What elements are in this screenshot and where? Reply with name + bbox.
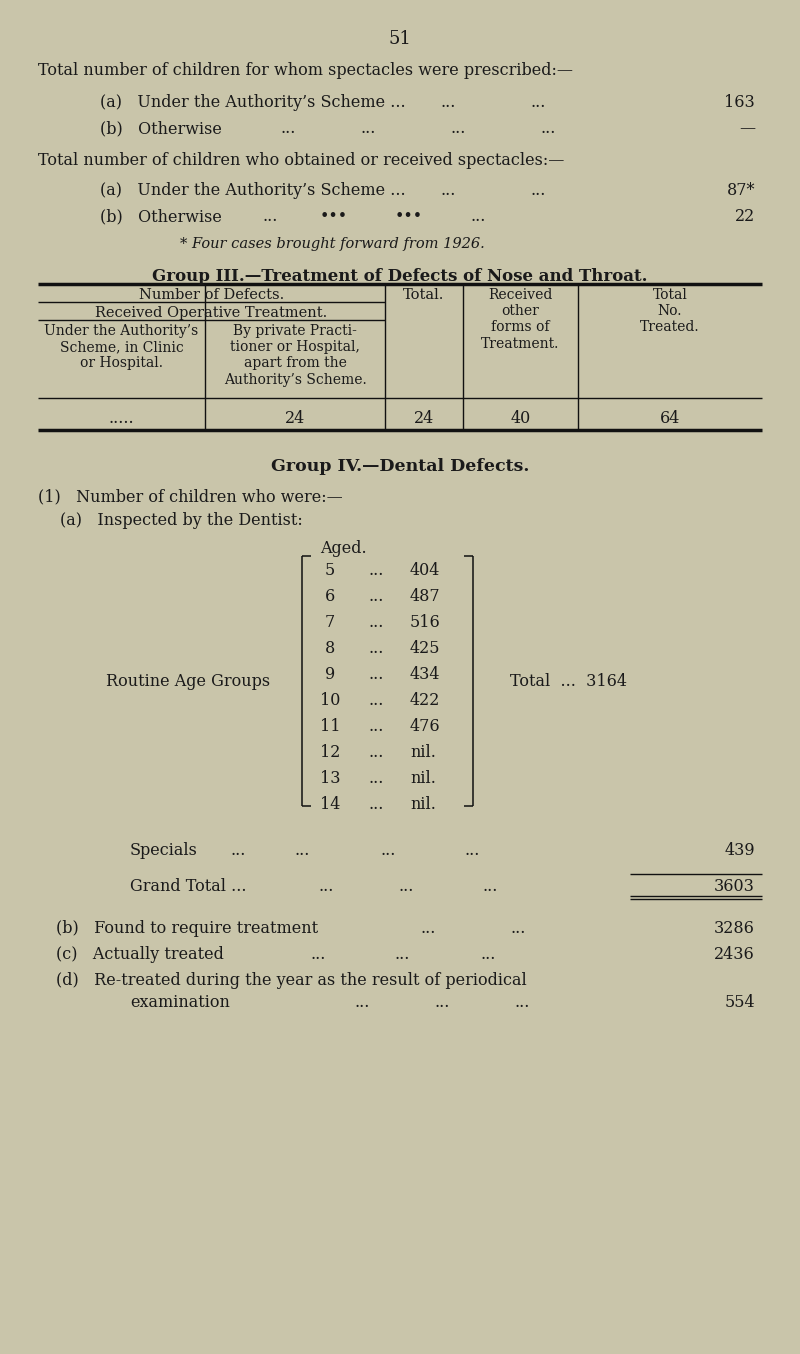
Text: 163: 163	[724, 93, 755, 111]
Text: ...: ...	[440, 181, 455, 199]
Text: •••: •••	[395, 209, 423, 225]
Text: (a)   Inspected by the Dentist:: (a) Inspected by the Dentist:	[60, 512, 302, 529]
Text: ...: ...	[368, 562, 383, 580]
Text: Under the Authority’s
Scheme, in Clinic
or Hospital.: Under the Authority’s Scheme, in Clinic …	[44, 324, 198, 371]
Text: Total number of children for whom spectacles were prescribed:—: Total number of children for whom specta…	[38, 62, 573, 79]
Text: (b)   Otherwise: (b) Otherwise	[100, 209, 222, 225]
Text: ...: ...	[360, 121, 375, 137]
Text: 11: 11	[320, 718, 340, 735]
Text: Received
other
forms of
Treatment.: Received other forms of Treatment.	[482, 288, 560, 351]
Text: * Four cases brought forward from 1926.: * Four cases brought forward from 1926.	[180, 237, 485, 250]
Text: 24: 24	[414, 410, 434, 427]
Text: ...: ...	[515, 994, 530, 1011]
Text: Grand Total ...: Grand Total ...	[130, 877, 246, 895]
Text: Received Operative Treatment.: Received Operative Treatment.	[95, 306, 328, 320]
Text: 3286: 3286	[714, 919, 755, 937]
Text: 87*: 87*	[726, 181, 755, 199]
Text: Total  ...  3164: Total ... 3164	[510, 673, 627, 689]
Text: ...: ...	[530, 93, 546, 111]
Text: ...: ...	[530, 181, 546, 199]
Text: ...: ...	[368, 770, 383, 787]
Text: 14: 14	[320, 796, 340, 812]
Text: •••: •••	[320, 209, 348, 225]
Text: Group IV.—Dental Defects.: Group IV.—Dental Defects.	[271, 458, 529, 475]
Text: nil.: nil.	[410, 796, 436, 812]
Text: Total.: Total.	[403, 288, 445, 302]
Text: 12: 12	[320, 743, 340, 761]
Text: (c)   Actually treated: (c) Actually treated	[56, 946, 224, 963]
Text: examination: examination	[130, 994, 230, 1011]
Text: ...: ...	[368, 666, 383, 682]
Text: 24: 24	[285, 410, 305, 427]
Text: ...: ...	[480, 946, 495, 963]
Text: ...: ...	[395, 946, 410, 963]
Text: ...: ...	[398, 877, 414, 895]
Text: ...: ...	[368, 796, 383, 812]
Text: ...: ...	[368, 718, 383, 735]
Text: 40: 40	[510, 410, 530, 427]
Text: ...: ...	[440, 93, 455, 111]
Text: Routine Age Groups: Routine Age Groups	[106, 673, 270, 689]
Text: (d)   Re-treated during the year as the result of periodical: (d) Re-treated during the year as the re…	[56, 972, 526, 988]
Text: By private Practi-
tioner or Hospital,
apart from the
Authority’s Scheme.: By private Practi- tioner or Hospital, a…	[224, 324, 366, 387]
Text: 5: 5	[325, 562, 335, 580]
Text: ...: ...	[318, 877, 334, 895]
Text: Total
No.
Treated.: Total No. Treated.	[640, 288, 700, 334]
Text: ...: ...	[435, 994, 450, 1011]
Text: (b)   Found to require treatment: (b) Found to require treatment	[56, 919, 318, 937]
Text: 64: 64	[660, 410, 680, 427]
Text: 516: 516	[410, 613, 441, 631]
Text: Number of Defects.: Number of Defects.	[139, 288, 284, 302]
Text: ...: ...	[295, 842, 310, 858]
Text: ...: ...	[355, 994, 370, 1011]
Text: 2436: 2436	[714, 946, 755, 963]
Text: 9: 9	[325, 666, 335, 682]
Text: 425: 425	[410, 640, 441, 657]
Text: 3603: 3603	[714, 877, 755, 895]
Text: 6: 6	[325, 588, 335, 605]
Text: 422: 422	[410, 692, 440, 709]
Text: .....: .....	[109, 410, 134, 427]
Text: nil.: nil.	[410, 770, 436, 787]
Text: 434: 434	[410, 666, 441, 682]
Text: Group III.—Treatment of Defects of Nose and Throat.: Group III.—Treatment of Defects of Nose …	[152, 268, 648, 284]
Text: ...: ...	[380, 842, 395, 858]
Text: ...: ...	[470, 209, 486, 225]
Text: ...: ...	[368, 613, 383, 631]
Text: (a)   Under the Authority’s Scheme ...: (a) Under the Authority’s Scheme ...	[100, 93, 406, 111]
Text: 439: 439	[724, 842, 755, 858]
Text: 51: 51	[389, 30, 411, 47]
Text: 487: 487	[410, 588, 441, 605]
Text: ...: ...	[230, 842, 246, 858]
Text: 404: 404	[410, 562, 440, 580]
Text: 7: 7	[325, 613, 335, 631]
Text: 8: 8	[325, 640, 335, 657]
Text: —: —	[739, 121, 755, 137]
Text: ...: ...	[262, 209, 278, 225]
Text: Total number of children who obtained or received spectacles:—: Total number of children who obtained or…	[38, 152, 564, 169]
Text: 554: 554	[724, 994, 755, 1011]
Text: ...: ...	[368, 692, 383, 709]
Text: ...: ...	[465, 842, 480, 858]
Text: nil.: nil.	[410, 743, 436, 761]
Text: ...: ...	[310, 946, 326, 963]
Text: 22: 22	[734, 209, 755, 225]
Text: ...: ...	[368, 640, 383, 657]
Text: ...: ...	[280, 121, 295, 137]
Text: ...: ...	[368, 743, 383, 761]
Text: ...: ...	[450, 121, 466, 137]
Text: ...: ...	[540, 121, 555, 137]
Text: ...: ...	[483, 877, 498, 895]
Text: ...: ...	[510, 919, 526, 937]
Text: ...: ...	[368, 588, 383, 605]
Text: 476: 476	[410, 718, 441, 735]
Text: (1)   Number of children who were:—: (1) Number of children who were:—	[38, 487, 342, 505]
Text: ...: ...	[420, 919, 435, 937]
Text: (b)   Otherwise: (b) Otherwise	[100, 121, 222, 137]
Text: Specials: Specials	[130, 842, 198, 858]
Text: 10: 10	[320, 692, 340, 709]
Text: (a)   Under the Authority’s Scheme ...: (a) Under the Authority’s Scheme ...	[100, 181, 406, 199]
Text: Aged.: Aged.	[320, 540, 366, 556]
Text: 13: 13	[320, 770, 340, 787]
